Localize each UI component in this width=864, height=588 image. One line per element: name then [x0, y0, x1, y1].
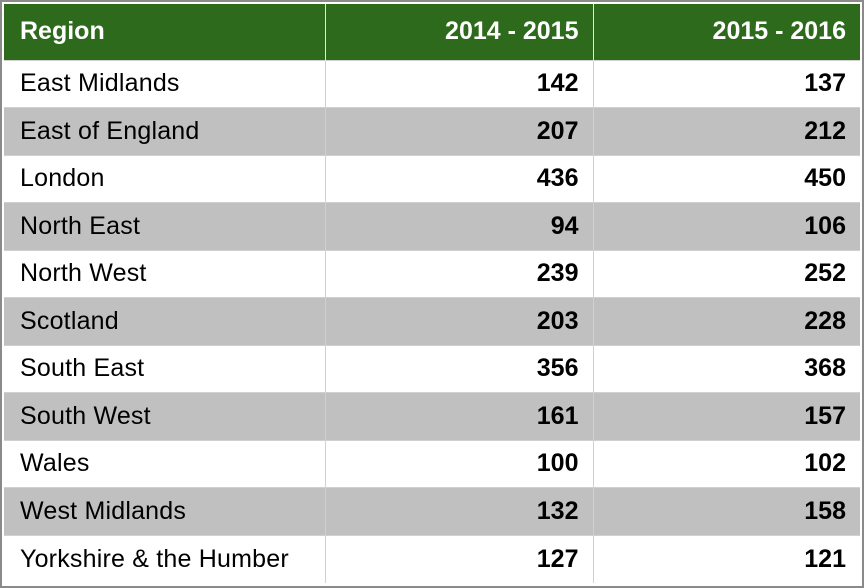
table-row: East Midlands 142 137: [4, 59, 860, 108]
header-2014-2015: 2014 - 2015: [324, 4, 593, 60]
value-2015-2016: 450: [592, 154, 860, 203]
table-row: North West 239 252: [4, 249, 860, 298]
table-row: North East 94 106: [4, 202, 860, 250]
value-2015-2016: 102: [592, 439, 860, 488]
region-cell: North West: [4, 249, 325, 298]
value-2014-2015: 436: [324, 154, 593, 203]
table-row: Scotland 203 228: [4, 297, 860, 345]
region-cell: Wales: [4, 439, 325, 488]
value-2014-2015: 132: [324, 487, 593, 535]
region-cell: West Midlands: [4, 487, 325, 535]
table-row: East of England 207 212: [4, 107, 860, 155]
region-cell: East of England: [4, 107, 325, 155]
value-2015-2016: 212: [592, 107, 860, 155]
value-2014-2015: 239: [324, 249, 593, 298]
region-cell: North East: [4, 202, 325, 250]
value-2014-2015: 94: [324, 202, 593, 250]
region-cell: East Midlands: [4, 59, 325, 108]
value-2015-2016: 121: [592, 534, 860, 583]
value-2014-2015: 161: [324, 392, 593, 440]
table-row: Yorkshire & the Humber 127 121: [4, 534, 860, 583]
value-2015-2016: 157: [592, 392, 860, 440]
value-2014-2015: 207: [324, 107, 593, 155]
header-2015-2016: 2015 - 2016: [592, 4, 860, 60]
region-cell: Scotland: [4, 297, 325, 345]
header-region: Region: [4, 4, 325, 60]
value-2015-2016: 106: [592, 202, 860, 250]
table-row: West Midlands 132 158: [4, 487, 860, 535]
table-row: Wales 100 102: [4, 439, 860, 488]
value-2014-2015: 127: [324, 534, 593, 583]
region-cell: South East: [4, 344, 325, 393]
value-2015-2016: 158: [592, 487, 860, 535]
region-cell: South West: [4, 392, 325, 440]
region-table: Region 2014 - 2015 2015 - 2016 East Midl…: [4, 4, 860, 583]
value-2014-2015: 142: [324, 59, 593, 108]
header-row: Region 2014 - 2015 2015 - 2016: [4, 4, 860, 60]
value-2015-2016: 228: [592, 297, 860, 345]
value-2014-2015: 100: [324, 439, 593, 488]
value-2015-2016: 252: [592, 249, 860, 298]
value-2014-2015: 356: [324, 344, 593, 393]
value-2015-2016: 137: [592, 59, 860, 108]
table-row: London 436 450: [4, 154, 860, 203]
table-body: East Midlands 142 137 East of England 20…: [4, 59, 860, 583]
region-cell: London: [4, 154, 325, 203]
value-2014-2015: 203: [324, 297, 593, 345]
region-cell: Yorkshire & the Humber: [4, 534, 325, 583]
value-2015-2016: 368: [592, 344, 860, 393]
table-row: South East 356 368: [4, 344, 860, 393]
table-row: South West 161 157: [4, 392, 860, 440]
table-header: Region 2014 - 2015 2015 - 2016: [4, 4, 860, 60]
